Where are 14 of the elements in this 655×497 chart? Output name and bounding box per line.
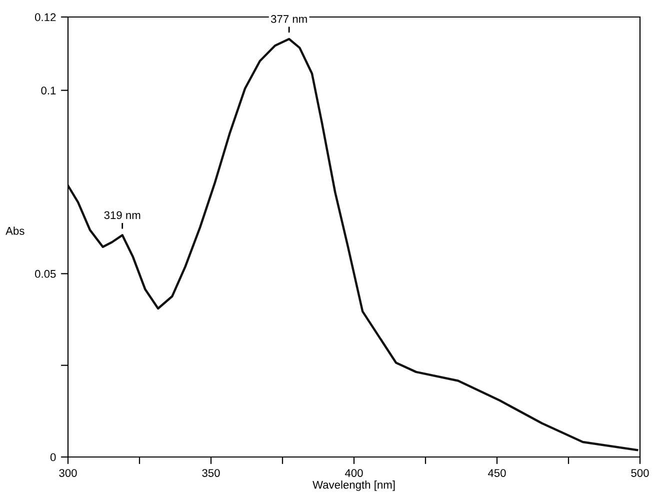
annotation: 319 nm xyxy=(104,211,140,220)
x-axis-title: Wavelength [nm] xyxy=(312,480,395,491)
x-tick-label: 450 xyxy=(488,469,506,477)
y-tick-label: 0.1 xyxy=(41,86,56,94)
y-tick-label: 0.12 xyxy=(35,13,56,22)
y-tick-label: 0.05 xyxy=(35,270,56,278)
y-tick-label: 0 xyxy=(50,453,56,462)
x-tick-label: 300 xyxy=(59,469,77,477)
annotation: 377 nm xyxy=(270,15,307,23)
x-tick-label: 400 xyxy=(344,469,363,477)
y-axis-title: Abs xyxy=(6,226,24,235)
line-series xyxy=(68,38,638,452)
x-tick-label: 500 xyxy=(631,469,649,477)
x-tick-label: 350 xyxy=(202,469,220,477)
